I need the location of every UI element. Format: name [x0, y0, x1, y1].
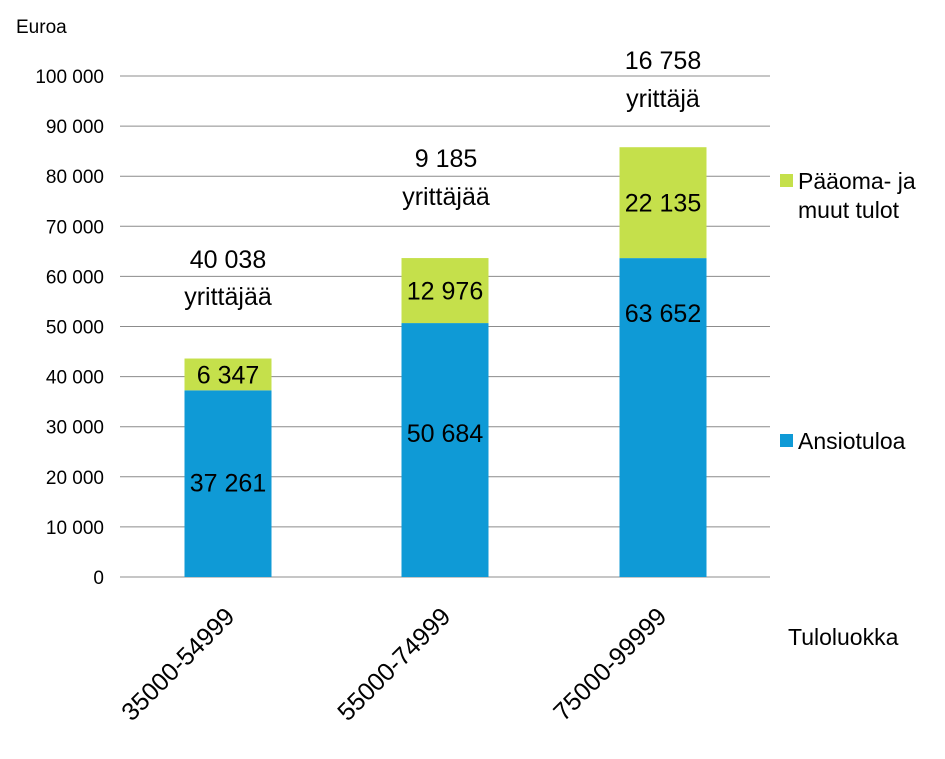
legend: Pääoma- ja muut tulot Ansiotuloa	[780, 168, 916, 454]
bar-segment-ansiotuloa	[184, 390, 272, 577]
legend-label-paaoma: Pääoma- ja	[798, 168, 916, 194]
bars: 37 261 6 347 50 684 12 976 63 652 22 135	[184, 147, 707, 577]
bar-segment-paaoma	[619, 147, 707, 259]
entrepreneur-count: 40 038	[190, 246, 266, 274]
y-tick-label: 50 000	[46, 318, 104, 339]
x-axis-ticks: 35000-54999 55000-74999 75000-99999	[116, 602, 672, 726]
y-tick-label: 90 000	[46, 117, 104, 138]
data-label: 12 976	[407, 278, 483, 306]
y-tick-label: 80 000	[46, 167, 104, 188]
bar-segment-ansiotuloa	[401, 323, 489, 577]
data-label: 37 261	[190, 469, 266, 497]
y-tick-label: 0	[93, 568, 104, 589]
bar-segment-ansiotuloa	[619, 258, 707, 577]
data-label: 50 684	[407, 420, 484, 448]
x-tick-label: 35000-54999	[116, 602, 240, 726]
y-tick-label: 10 000	[46, 518, 104, 539]
y-tick-label: 30 000	[46, 418, 104, 439]
legend-swatch-ansiotuloa	[780, 434, 793, 447]
y-tick-label: 70 000	[46, 217, 104, 238]
bar-annotations: 40 038 yrittäjää 9 185 yrittäjää 16 758 yritt…	[184, 47, 701, 311]
y-unit-label: Euroa	[16, 17, 67, 38]
entrepreneur-count: 16 758	[625, 47, 701, 75]
entrepreneur-count: 9 185	[415, 145, 478, 173]
legend-label-paaoma: muut tulot	[798, 197, 900, 223]
x-axis-title: Tuloluokka	[788, 624, 899, 650]
y-tick-label: 60 000	[46, 267, 104, 288]
entrepreneur-label: yrittäjää	[184, 283, 272, 311]
data-label: 63 652	[625, 300, 701, 328]
x-tick-label: 55000-74999	[332, 602, 456, 726]
y-tick-label: 40 000	[46, 368, 104, 389]
legend-label-ansiotuloa: Ansiotuloa	[798, 428, 906, 454]
bar-segment-paaoma	[401, 258, 489, 324]
legend-swatch-paaoma	[780, 174, 793, 187]
y-axis-ticks: 0 10 000 20 000 30 000 40 000 50 000 60 000 70 …	[35, 67, 104, 589]
entrepreneur-label: yrittäjää	[402, 183, 490, 211]
x-tick-label: 75000-99999	[548, 602, 672, 726]
data-label: 22 135	[625, 190, 701, 218]
bar-segment-paaoma	[184, 358, 272, 391]
data-label: 6 347	[197, 361, 260, 389]
y-tick-label: 100 000	[35, 67, 104, 88]
entrepreneur-label: yrittäjä	[626, 85, 700, 113]
y-tick-label: 20 000	[46, 468, 104, 489]
